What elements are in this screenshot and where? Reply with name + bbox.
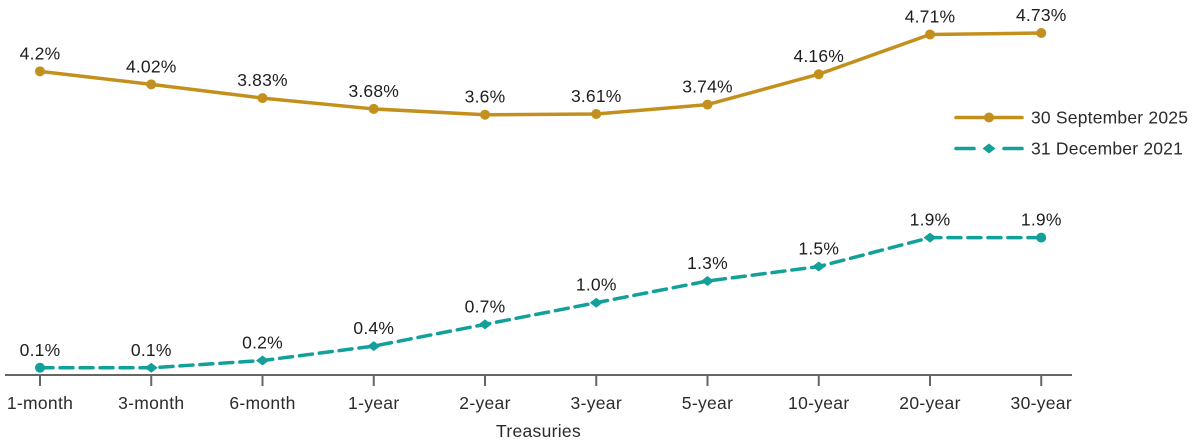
data-point-marker-31-december-2021 (367, 341, 381, 352)
data-point-label-30-september-2025: 3.83% (237, 70, 288, 90)
series-line-31-december-2021 (38, 235, 1043, 370)
legend-marker-diamond-31-december-2021 (982, 143, 996, 154)
legend-label-31-december-2021: 31 December 2021 (1031, 139, 1183, 159)
data-point-label-31-december-2021: 0.1% (131, 340, 172, 360)
legend-label-30-september-2025: 30 September 2025 (1031, 108, 1188, 128)
data-point-label-30-september-2025: 4.73% (1016, 5, 1067, 25)
data-point-marker-31-december-2021 (701, 276, 714, 287)
data-point-marker-30-september-2025 (35, 66, 45, 77)
data-point-label-30-september-2025: 3.61% (571, 86, 622, 106)
x-axis-tick-label: 30-year (1011, 393, 1072, 413)
data-point-label-31-december-2021: 1.0% (576, 275, 617, 295)
x-axis-tick-label: 3-year (571, 393, 622, 413)
data-point-label-30-september-2025: 4.16% (793, 46, 844, 66)
data-point-marker-30-september-2025 (925, 29, 935, 40)
data-point-label-30-september-2025: 4.71% (905, 6, 956, 26)
data-point-marker-31-december-2021 (589, 297, 603, 308)
data-point-marker-31-december-2021 (35, 362, 45, 373)
data-point-marker-31-december-2021 (256, 355, 269, 366)
data-point-label-31-december-2021: 0.7% (465, 296, 506, 316)
data-point-label-31-december-2021: 1.5% (798, 239, 839, 259)
data-point-marker-30-september-2025 (480, 109, 490, 120)
data-point-marker-30-september-2025 (257, 93, 268, 104)
data-point-label-30-september-2025: 3.74% (682, 77, 733, 97)
data-point-marker-31-december-2021 (1036, 232, 1047, 243)
data-point-marker-30-september-2025 (1036, 28, 1047, 39)
data-point-label-30-september-2025: 3.6% (465, 87, 506, 107)
data-point-label-31-december-2021: 1.3% (687, 253, 728, 273)
x-axis-tick-label: 20-year (899, 393, 960, 413)
data-point-label-31-december-2021: 0.4% (353, 318, 394, 338)
x-axis-tick-label: 1-year (348, 393, 399, 413)
data-point-marker-31-december-2021 (478, 319, 492, 330)
data-point-marker-30-september-2025 (702, 99, 713, 110)
data-point-label-31-december-2021: 1.9% (910, 210, 951, 230)
data-point-label-30-september-2025: 4.02% (126, 56, 177, 76)
series-line-30-september-2025 (38, 31, 1043, 117)
x-axis-title: Treasuries (496, 421, 581, 441)
data-point-label-31-december-2021: 1.9% (1021, 210, 1062, 230)
x-axis-tick-label: 5-year (682, 393, 733, 413)
x-axis-tick-label: 10-year (788, 393, 849, 413)
data-point-label-31-december-2021: 0.2% (242, 333, 283, 353)
data-point-marker-31-december-2021 (923, 232, 937, 243)
data-point-label-30-september-2025: 4.2% (20, 43, 61, 63)
x-axis-tick-label: 6-month (229, 393, 295, 413)
data-point-marker-30-september-2025 (813, 69, 824, 80)
x-axis-tick-label: 3-month (118, 393, 184, 413)
data-point-marker-30-september-2025 (368, 103, 379, 114)
legend-marker-circle-30-september-2025 (984, 112, 994, 123)
data-point-marker-31-december-2021 (144, 362, 158, 373)
x-axis-tick-label: 1-month (7, 393, 73, 413)
x-axis-tick-label: 2-year (459, 393, 510, 413)
legend: 30 September 2025 31 December 2021 (954, 108, 1188, 159)
data-point-label-30-september-2025: 3.68% (348, 81, 399, 101)
data-point-marker-30-september-2025 (591, 108, 602, 119)
data-point-marker-31-december-2021 (812, 261, 826, 272)
data-point-marker-30-september-2025 (146, 79, 157, 90)
data-point-label-31-december-2021: 0.1% (20, 340, 61, 360)
